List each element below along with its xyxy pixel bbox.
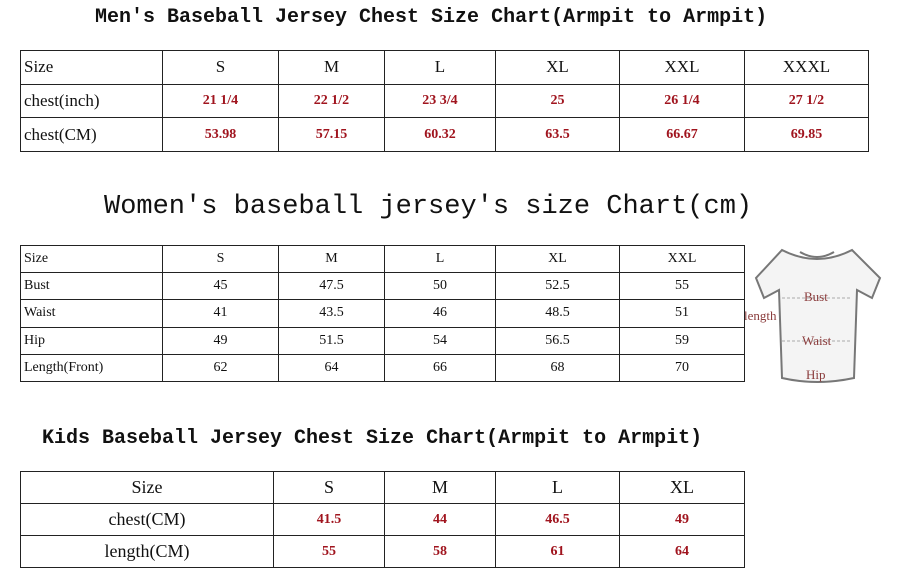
value-cell: 58 [384, 535, 496, 568]
value-cell: 51.5 [278, 326, 385, 355]
size-table: Size S M L XL chest(CM) 41.5 44 46.5 49 length(CM)… [20, 471, 745, 568]
data-row: chest(inch) 21 1/4 22 1/2 23 3/4 25 26 1/4 27 … [20, 83, 869, 119]
value-cell: 62 [162, 353, 279, 382]
row-label: chest(CM) [20, 117, 163, 153]
header-cell: XXXL [744, 50, 869, 85]
value-cell: 63.5 [495, 117, 620, 153]
value-cell: 23 3/4 [384, 83, 496, 119]
value-cell: 25 [495, 83, 620, 119]
value-cell: 59 [619, 326, 745, 355]
table-title: Women's baseball jersey's size Chart(cm) [104, 192, 753, 222]
header-row: Size S M L XL XXL [20, 244, 745, 274]
data-row: chest(CM) 41.5 44 46.5 49 [20, 503, 745, 536]
value-cell: 47.5 [278, 272, 385, 301]
header-cell: L [384, 50, 496, 85]
header-cell: S [273, 471, 385, 504]
header-cell: XL [495, 50, 620, 85]
value-cell: 66.67 [619, 117, 745, 153]
table-title: Kids Baseball Jersey Chest Size Chart(Ar… [42, 427, 703, 450]
value-cell: 46 [384, 299, 496, 328]
table-title: Men's Baseball Jersey Chest Size Chart(A… [95, 6, 768, 29]
header-cell: M [384, 471, 496, 504]
shirt-outline [754, 248, 882, 383]
header-cell: S [162, 244, 279, 274]
value-cell: 27 1/2 [744, 83, 869, 119]
value-cell: 53.98 [162, 117, 279, 153]
value-cell: 45 [162, 272, 279, 301]
row-label: Hip [20, 326, 163, 355]
value-cell: 21 1/4 [162, 83, 279, 119]
value-cell: 70 [619, 353, 745, 382]
hip-label: Hip [806, 367, 826, 382]
length-label: length [744, 308, 777, 323]
bust-label: Bust [804, 289, 828, 304]
data-row: Bust 45 47.5 50 52.5 55 [20, 272, 745, 301]
data-row: Hip 49 51.5 54 56.5 59 [20, 326, 745, 355]
size-table: Size S M L XL XXL XXXL chest(inch) 21 1/4 22 1/2 2… [20, 50, 869, 153]
value-cell: 41 [162, 299, 279, 328]
value-cell: 41.5 [273, 503, 385, 536]
header-cell: M [278, 50, 385, 85]
value-cell: 61 [495, 535, 620, 568]
value-cell: 50 [384, 272, 496, 301]
value-cell: 66 [384, 353, 496, 382]
row-label: Bust [20, 272, 163, 301]
header-cell: Size [20, 244, 163, 274]
data-row: Waist 41 43.5 46 48.5 51 [20, 299, 745, 328]
data-row: chest(CM) 53.98 57.15 60.32 63.5 66.67 69.85 [20, 117, 869, 153]
shirt-diagram: Bust Waist Hip length [744, 248, 882, 383]
header-cell: L [495, 471, 620, 504]
row-label: chest(inch) [20, 83, 163, 119]
value-cell: 26 1/4 [619, 83, 745, 119]
header-cell: XL [619, 471, 745, 504]
value-cell: 51 [619, 299, 745, 328]
value-cell: 69.85 [744, 117, 869, 153]
header-cell: XL [495, 244, 620, 274]
value-cell: 55 [619, 272, 745, 301]
header-cell: L [384, 244, 496, 274]
value-cell: 49 [162, 326, 279, 355]
value-cell: 46.5 [495, 503, 620, 536]
header-row: Size S M L XL XXL XXXL [20, 50, 869, 85]
collar [799, 251, 835, 258]
value-cell: 44 [384, 503, 496, 536]
value-cell: 57.15 [278, 117, 385, 153]
header-row: Size S M L XL [20, 471, 745, 504]
header-cell: M [278, 244, 385, 274]
value-cell: 55 [273, 535, 385, 568]
row-label: length(CM) [20, 535, 274, 568]
value-cell: 52.5 [495, 272, 620, 301]
value-cell: 49 [619, 503, 745, 536]
row-label: Waist [20, 299, 163, 328]
value-cell: 60.32 [384, 117, 496, 153]
header-cell: XXL [619, 50, 745, 85]
data-row: length(CM) 55 58 61 64 [20, 535, 745, 568]
header-cell: S [162, 50, 279, 85]
header-cell: Size [20, 50, 163, 85]
value-cell: 68 [495, 353, 620, 382]
value-cell: 64 [278, 353, 385, 382]
value-cell: 54 [384, 326, 496, 355]
value-cell: 56.5 [495, 326, 620, 355]
header-cell: XXL [619, 244, 745, 274]
value-cell: 43.5 [278, 299, 385, 328]
value-cell: 48.5 [495, 299, 620, 328]
waist-label: Waist [802, 333, 832, 348]
row-label: Length(Front) [20, 353, 163, 382]
size-table: Size S M L XL XXL Bust 45 47.5 50 52.5 55 Waist 41 43.… [20, 244, 745, 382]
data-row: Length(Front) 62 64 66 68 70 [20, 353, 745, 382]
row-label: chest(CM) [20, 503, 274, 536]
header-cell: Size [20, 471, 274, 504]
value-cell: 22 1/2 [278, 83, 385, 119]
value-cell: 64 [619, 535, 745, 568]
